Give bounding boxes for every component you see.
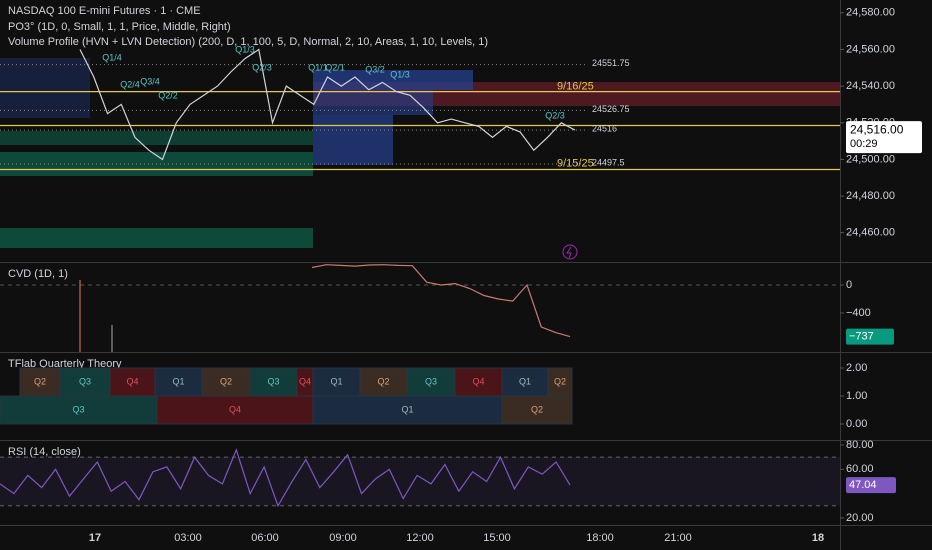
session-label: Q2/2 bbox=[158, 90, 178, 100]
quarter-label: Q4 bbox=[229, 404, 241, 414]
last-value-label: 47.04 bbox=[849, 479, 877, 491]
quarter-box bbox=[249, 367, 298, 397]
session-label: Q2/1 bbox=[325, 62, 345, 72]
session-label: Q1/4 bbox=[102, 52, 122, 62]
indicator-po3: PO3° (1D, 0, Small, 1, 1, Price, Middle,… bbox=[8, 21, 231, 33]
quarter-label: Q3 bbox=[425, 376, 437, 386]
event-icon[interactable] bbox=[562, 244, 578, 260]
y-tick-label: 80.00 bbox=[846, 439, 874, 451]
y-tick-label: 0.00 bbox=[846, 418, 867, 430]
time-label: 06:00 bbox=[251, 532, 279, 544]
level-label: 24551.75 bbox=[592, 58, 630, 68]
quarter-label: Q4 bbox=[472, 376, 484, 386]
quarter-label: Q1 bbox=[519, 376, 531, 386]
time-label: 12:00 bbox=[406, 532, 434, 544]
level-label: 24497.5 bbox=[592, 157, 625, 167]
last-value-badge bbox=[846, 328, 894, 345]
session-label: Q2/3 bbox=[545, 110, 565, 120]
last-value-label: −737 bbox=[849, 331, 874, 343]
quarter-label: Q3 bbox=[79, 376, 91, 386]
rsi-band bbox=[0, 457, 840, 506]
y-tick-label: 24,560.00 bbox=[846, 43, 895, 55]
level-label: 24526.75 bbox=[592, 104, 630, 114]
session-label: Q1/3 bbox=[390, 69, 410, 79]
time-label: 15:00 bbox=[483, 532, 511, 544]
quarter-label: Q2 bbox=[34, 376, 46, 386]
time-label: 09:00 bbox=[329, 532, 357, 544]
session-label: Q2/3 bbox=[252, 62, 272, 72]
quarterly-title: TFlab Quarterly Theory bbox=[8, 358, 122, 370]
quarter-box bbox=[19, 367, 61, 397]
price-line bbox=[79, 48, 576, 161]
y-tick-label: 2.00 bbox=[846, 362, 867, 374]
quarter-label: Q2 bbox=[377, 376, 389, 386]
quarter-label: Q2 bbox=[531, 404, 543, 414]
last-price-label: 24,516.00 bbox=[850, 122, 904, 136]
volume-profile bbox=[0, 58, 90, 118]
session-label: Q2/4 bbox=[120, 79, 140, 89]
volume-profile bbox=[313, 70, 473, 90]
y-tick-label: 24,580.00 bbox=[846, 7, 895, 19]
session-label: Q3/2 bbox=[365, 64, 385, 74]
level-label: 24516 bbox=[592, 123, 617, 133]
y-tick-label: 1.00 bbox=[846, 390, 867, 402]
y-tick-label: 24,480.00 bbox=[846, 190, 895, 202]
quarter-label: Q3 bbox=[267, 376, 279, 386]
y-tick-label: 0 bbox=[846, 279, 852, 291]
quarter-label: Q2 bbox=[220, 376, 232, 386]
symbol: NASDAQ 100 E-mini Futures · 1 · CME bbox=[8, 5, 201, 17]
time-label: 18:00 bbox=[586, 532, 614, 544]
volume-profile bbox=[313, 115, 393, 165]
countdown: 00:29 bbox=[850, 138, 878, 150]
demand-zone bbox=[0, 228, 313, 248]
y-tick-label: 60.00 bbox=[846, 463, 874, 475]
cvd-title: CVD (1D, 1) bbox=[8, 268, 68, 280]
cvd-line bbox=[311, 264, 571, 338]
rsi-title: RSI (14, close) bbox=[8, 446, 81, 458]
y-tick-label: −400 bbox=[846, 307, 871, 319]
quarter-box bbox=[0, 395, 158, 425]
last-price-badge bbox=[846, 121, 922, 154]
volume-profile bbox=[313, 90, 433, 115]
y-tick-label: 24,460.00 bbox=[846, 227, 895, 239]
time-label: 18 bbox=[812, 532, 824, 544]
indicator-vp: Volume Profile (HVN + LVN Detection) (20… bbox=[8, 36, 488, 48]
quarter-label: Q1 bbox=[401, 404, 413, 414]
quarter-label: Q4 bbox=[299, 376, 311, 386]
demand-zone bbox=[0, 131, 313, 145]
quarter-label: Q1 bbox=[330, 376, 342, 386]
quarter-box bbox=[501, 395, 573, 425]
quarter-box bbox=[312, 395, 503, 425]
quarter-label: Q3 bbox=[72, 404, 84, 414]
session-label: Q3/4 bbox=[140, 76, 160, 86]
session-label: Q1/1 bbox=[308, 62, 328, 72]
y-tick-label: 24,500.00 bbox=[846, 153, 895, 165]
rsi-line bbox=[0, 448, 571, 508]
last-value-badge bbox=[846, 477, 896, 494]
quarter-box bbox=[201, 367, 251, 397]
quarter-box bbox=[454, 367, 503, 397]
event-icon-bolt bbox=[566, 246, 572, 259]
session-label: Q1/3 bbox=[235, 44, 255, 54]
time-label: 03:00 bbox=[174, 532, 202, 544]
quarter-label: Q2 bbox=[554, 376, 566, 386]
quarter-label: Q4 bbox=[126, 376, 138, 386]
date-label: 9/16/25 bbox=[557, 81, 594, 93]
quarter-box bbox=[156, 395, 314, 425]
y-tick-label: 20.00 bbox=[846, 512, 874, 524]
quarter-label: Q1 bbox=[172, 376, 184, 386]
date-label: 9/15/25 bbox=[557, 157, 594, 169]
time-label: 21:00 bbox=[664, 532, 692, 544]
y-tick-label: 24,540.00 bbox=[846, 80, 895, 92]
time-label: 17 bbox=[89, 532, 101, 544]
